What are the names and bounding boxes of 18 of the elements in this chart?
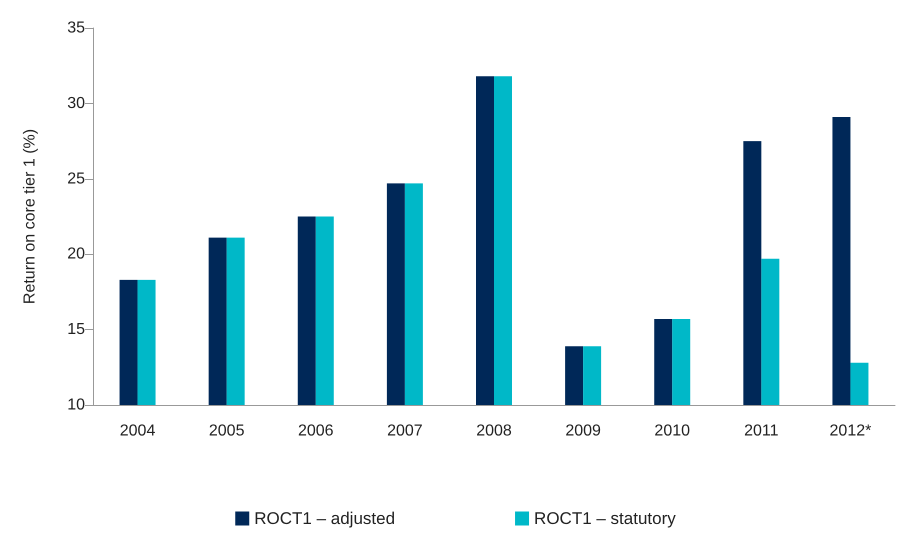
legend-label: ROCT1 – statutory — [534, 509, 676, 528]
x-tick-label: 2009 — [565, 422, 602, 440]
y-tick-label: 35 — [67, 20, 86, 36]
x-tick-label: 2006 — [298, 422, 334, 440]
y-tick-label: 20 — [67, 246, 86, 263]
x-tick-label: 2010 — [654, 422, 690, 440]
x-tick-label: 2004 — [120, 422, 156, 440]
x-tick-label: 2005 — [208, 422, 245, 440]
y-axis-title: Return on core tier 1 (%) — [22, 128, 38, 304]
y-tick-label: 15 — [67, 321, 86, 338]
y-tick-label: 10 — [67, 396, 86, 414]
y-tick-label: 30 — [67, 94, 86, 112]
x-tick-label: 2012* — [830, 422, 872, 440]
x-tick-label: 2007 — [387, 422, 423, 440]
y-tick-label: 25 — [67, 170, 86, 188]
x-tick-label: 2008 — [476, 422, 512, 440]
legend-label: ROCT1 – adjusted — [254, 509, 396, 528]
x-tick-label: 2011 — [744, 422, 779, 440]
